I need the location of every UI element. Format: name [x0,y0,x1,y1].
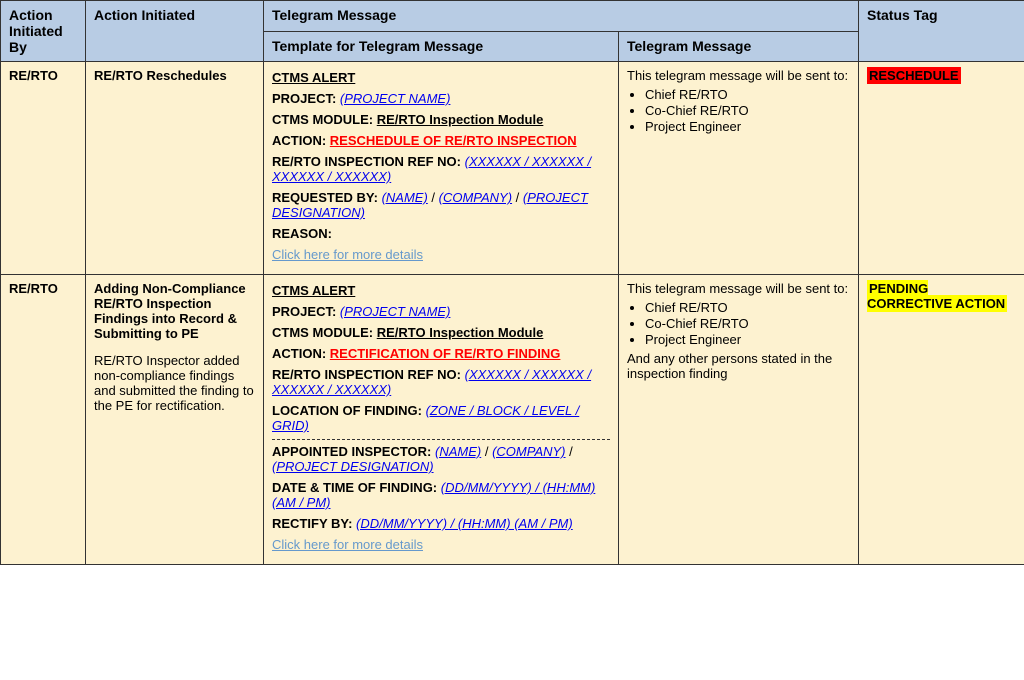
inspector-label: APPOINTED INSPECTOR: [272,444,431,459]
datetime-label: DATE & TIME OF FINDING: [272,480,437,495]
recipients-intro: This telegram message will be sent to: [627,68,850,83]
module-value: RE/RTO Inspection Module [377,325,544,340]
module-label: CTMS MODULE: [272,325,373,340]
tmpl-title: CTMS ALERT [272,283,355,298]
cell-message: This telegram message will be sent to: C… [619,275,859,565]
module-value: RE/RTO Inspection Module [377,112,544,127]
details-link[interactable]: Click here for more details [272,537,423,552]
ref-label: RE/RTO INSPECTION REF NO: [272,154,461,169]
details-link[interactable]: Click here for more details [272,247,423,262]
recipients-intro: This telegram message will be sent to: [627,281,850,296]
table-row: RE/RTO RE/RTO Reschedules CTMS ALERT PRO… [1,62,1024,275]
header-message: Telegram Message [619,31,859,62]
cell-initiated-by: RE/RTO [1,275,86,565]
list-item: Chief RE/RTO [645,87,850,102]
status-badge: PENDING CORRECTIVE ACTION [867,280,1007,312]
telegram-table: Action Initiated By Action Initiated Tel… [0,0,1024,565]
recipients-list: Chief RE/RTO Co-Chief RE/RTO Project Eng… [645,87,850,134]
cell-initiated: Adding Non-Compliance RE/RTO Inspection … [86,275,264,565]
tmpl-title: CTMS ALERT [272,70,355,85]
list-item: Co-Chief RE/RTO [645,316,850,331]
insp-designation-placeholder: (PROJECT DESIGNATION) [272,459,434,474]
table-row: RE/RTO Adding Non-Compliance RE/RTO Insp… [1,275,1024,565]
list-item: Project Engineer [645,332,850,347]
insp-name-placeholder: (NAME) [435,444,481,459]
rectify-placeholder: (DD/MM/YYYY) / (HH:MM) (AM / PM) [356,516,573,531]
req-name-placeholder: (NAME) [382,190,428,205]
cell-initiated-by: RE/RTO [1,62,86,275]
list-item: Co-Chief RE/RTO [645,103,850,118]
action-title: RE/RTO Reschedules [94,68,255,83]
requested-by-label: REQUESTED BY: [272,190,378,205]
project-placeholder: (PROJECT NAME) [340,91,451,106]
action-value: RESCHEDULE OF RE/RTO INSPECTION [330,133,577,148]
cell-status-tag: RESCHEDULE [859,62,1024,275]
module-label: CTMS MODULE: [272,112,373,127]
project-placeholder: (PROJECT NAME) [340,304,451,319]
project-label: PROJECT: [272,304,336,319]
cell-message: This telegram message will be sent to: C… [619,62,859,275]
action-label: ACTION: [272,133,326,148]
list-item: Project Engineer [645,119,850,134]
header-initiated-by: Action Initiated By [1,1,86,62]
header-initiated: Action Initiated [86,1,264,62]
list-item: Chief RE/RTO [645,300,850,315]
divider [272,439,610,440]
location-label: LOCATION OF FINDING: [272,403,422,418]
cell-template: CTMS ALERT PROJECT: (PROJECT NAME) CTMS … [264,62,619,275]
recipients-list: Chief RE/RTO Co-Chief RE/RTO Project Eng… [645,300,850,347]
rectify-label: RECTIFY BY: [272,516,352,531]
req-company-placeholder: (COMPANY) [439,190,512,205]
action-value: RECTIFICATION OF RE/RTO FINDING [330,346,561,361]
header-status-tag: Status Tag [859,1,1024,62]
cell-initiated: RE/RTO Reschedules [86,62,264,275]
cell-template: CTMS ALERT PROJECT: (PROJECT NAME) CTMS … [264,275,619,565]
action-description: RE/RTO Inspector added non-compliance fi… [94,353,255,413]
cell-status-tag: PENDING CORRECTIVE ACTION [859,275,1024,565]
header-template: Template for Telegram Message [264,31,619,62]
recipients-footer: And any other persons stated in the insp… [627,351,850,381]
header-telegram-group: Telegram Message [264,1,859,32]
reason-label: REASON: [272,226,332,241]
action-title: Adding Non-Compliance RE/RTO Inspection … [94,281,255,341]
project-label: PROJECT: [272,91,336,106]
status-badge: RESCHEDULE [867,67,961,84]
action-label: ACTION: [272,346,326,361]
insp-company-placeholder: (COMPANY) [492,444,565,459]
ref-label: RE/RTO INSPECTION REF NO: [272,367,461,382]
